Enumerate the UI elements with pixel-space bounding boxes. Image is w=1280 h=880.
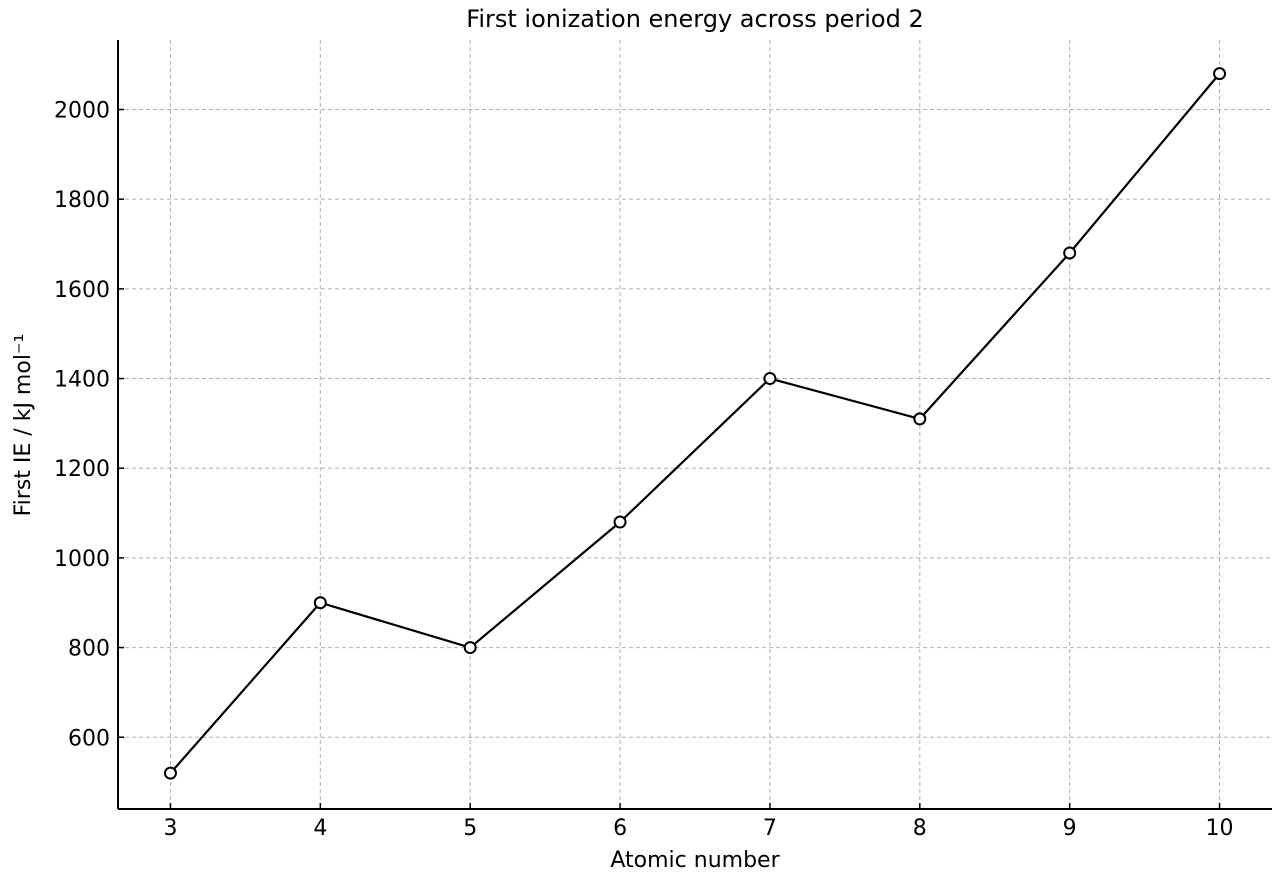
y-tick-label: 1600 [54, 278, 110, 303]
x-axis-label: Atomic number [610, 848, 780, 873]
x-tick-label: 8 [913, 816, 927, 841]
data-point [463, 641, 477, 655]
y-tick-label: 1400 [54, 368, 110, 393]
ticks: 3 4 5 6 7 8 9 10 600 800 1000 1200 1400 1600 1800 2000 [54, 99, 1234, 841]
data-point [1213, 67, 1227, 81]
chart-title: First ionization energy across period 2 [466, 5, 923, 33]
y-tick-label: 800 [68, 637, 110, 662]
data-point [763, 372, 777, 386]
y-tick-label: 1000 [54, 547, 110, 572]
x-tick-label: 9 [1063, 816, 1077, 841]
x-tick-label: 6 [613, 816, 627, 841]
grid [118, 40, 1272, 809]
y-tick-label: 600 [68, 726, 110, 751]
x-tick-label: 7 [763, 816, 777, 841]
series [163, 67, 1227, 780]
x-tick-label: 3 [163, 816, 177, 841]
series-line [169, 72, 1221, 774]
y-tick-label: 2000 [54, 99, 110, 124]
data-point [613, 515, 627, 529]
x-tick-label: 5 [463, 816, 477, 841]
data-point [163, 766, 177, 780]
data-point [1063, 246, 1077, 260]
data-point [313, 596, 327, 610]
y-axis-label: First IE / kJ mol⁻¹ [11, 334, 36, 517]
x-tick-label: 10 [1206, 816, 1234, 841]
axes [117, 40, 1272, 810]
y-tick-label: 1200 [54, 457, 110, 482]
x-tick-label: 4 [313, 816, 327, 841]
data-point [913, 412, 927, 426]
y-tick-label: 1800 [54, 188, 110, 213]
